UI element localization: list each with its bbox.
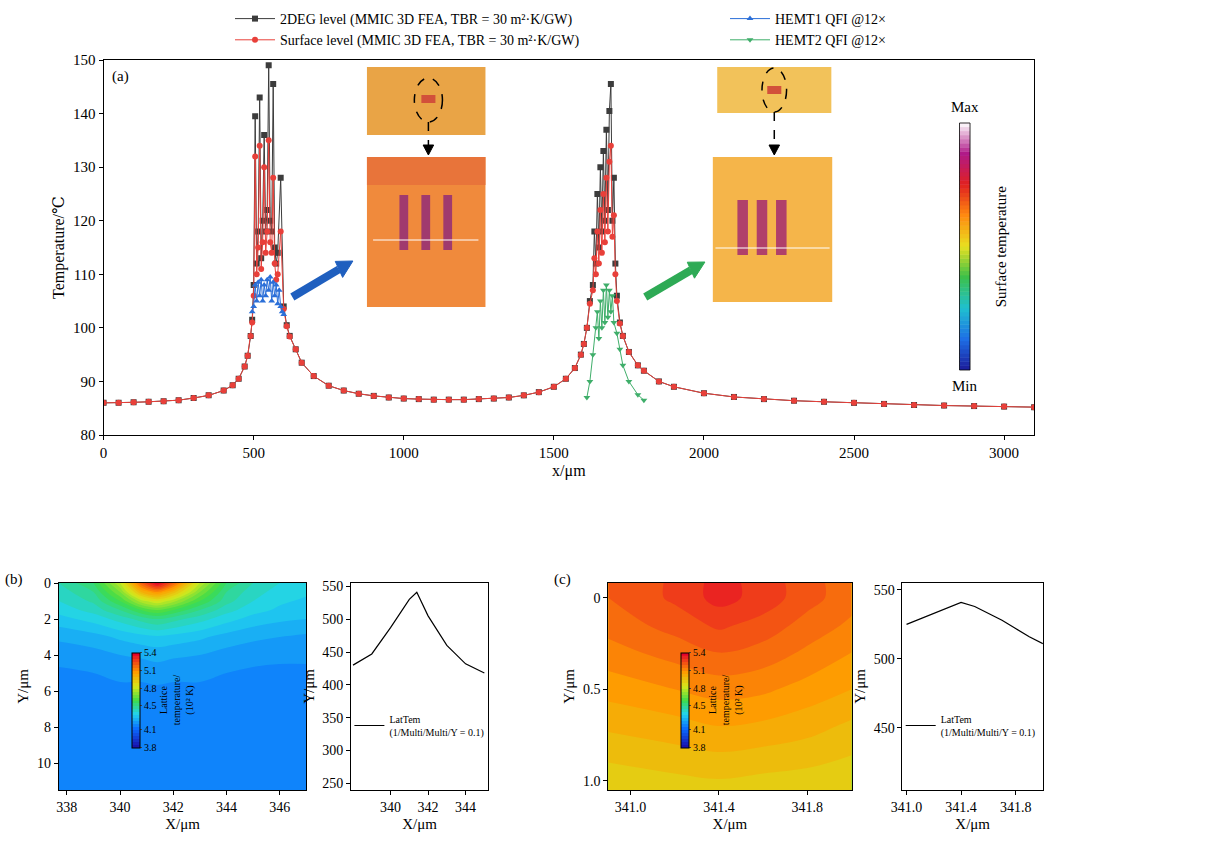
svg-text:344: 344 xyxy=(216,800,237,815)
svg-text:Y/μm: Y/μm xyxy=(301,669,317,704)
svg-text:500: 500 xyxy=(242,445,265,461)
svg-text:x/μm: x/μm xyxy=(552,462,586,480)
svg-text:346: 346 xyxy=(269,800,290,815)
svg-text:80: 80 xyxy=(81,427,96,443)
svg-text:X/μm: X/μm xyxy=(402,816,437,832)
svg-text:Temperature/℃: Temperature/℃ xyxy=(50,196,68,299)
svg-text:4.5: 4.5 xyxy=(144,700,157,711)
svg-text:500: 500 xyxy=(874,652,895,667)
svg-text:5.4: 5.4 xyxy=(693,647,706,658)
svg-text:450: 450 xyxy=(874,721,895,736)
svg-text:3.8: 3.8 xyxy=(144,742,157,753)
svg-text:Latticetemperature/(10² K): Latticetemperature/(10² K) xyxy=(158,675,196,726)
svg-text:0: 0 xyxy=(44,576,51,591)
svg-text:550: 550 xyxy=(874,583,895,598)
svg-text:5.1: 5.1 xyxy=(693,665,706,676)
svg-text:0: 0 xyxy=(100,445,108,461)
svg-text:341.4: 341.4 xyxy=(703,800,735,815)
svg-text:2500: 2500 xyxy=(839,445,869,461)
svg-text:120: 120 xyxy=(73,213,96,229)
svg-text:341.0: 341.0 xyxy=(615,800,647,815)
svg-text:HEMT2 QFI @12×: HEMT2 QFI @12× xyxy=(775,33,886,48)
svg-text:342: 342 xyxy=(418,800,439,815)
svg-text:0: 0 xyxy=(594,591,601,606)
svg-text:140: 140 xyxy=(73,106,96,122)
svg-text:X/μm: X/μm xyxy=(955,816,990,832)
svg-text:4.8: 4.8 xyxy=(144,683,157,694)
svg-text:X/μm: X/μm xyxy=(165,816,200,832)
svg-text:344: 344 xyxy=(455,800,476,815)
svg-text:340: 340 xyxy=(110,800,131,815)
svg-text:150: 150 xyxy=(73,52,96,68)
svg-text:(a): (a) xyxy=(112,68,129,85)
svg-text:Y/μm: Y/μm xyxy=(15,669,31,704)
svg-text:Max: Max xyxy=(951,99,979,115)
svg-text:Latticetemperature/(10² K): Latticetemperature/(10² K) xyxy=(707,675,745,726)
svg-text:10: 10 xyxy=(37,756,51,771)
svg-text:342: 342 xyxy=(163,800,184,815)
svg-text:5.1: 5.1 xyxy=(144,665,157,676)
svg-text:(c): (c) xyxy=(554,571,571,588)
svg-text:300: 300 xyxy=(322,743,343,758)
svg-text:HEMT1 QFI @12×: HEMT1 QFI @12× xyxy=(775,12,886,27)
svg-text:1000: 1000 xyxy=(389,445,419,461)
svg-text:Y/μm: Y/μm xyxy=(561,669,577,704)
svg-text:341.8: 341.8 xyxy=(792,800,824,815)
svg-text:0.5: 0.5 xyxy=(583,682,601,697)
svg-text:1.0: 1.0 xyxy=(583,774,601,789)
svg-text:Surface temperature: Surface temperature xyxy=(993,186,1009,308)
svg-text:550: 550 xyxy=(322,579,343,594)
svg-text:(b): (b) xyxy=(5,571,23,588)
svg-text:500: 500 xyxy=(322,612,343,627)
svg-text:110: 110 xyxy=(74,267,96,283)
svg-text:250: 250 xyxy=(322,776,343,791)
svg-text:Surface level (MMIC 3D FEA, TB: Surface level (MMIC 3D FEA, TBR = 30 m²·… xyxy=(280,33,580,49)
svg-text:1500: 1500 xyxy=(539,445,569,461)
svg-text:LatTem(1/Multi/Multi/Y = 0.1): LatTem(1/Multi/Multi/Y = 0.1) xyxy=(941,714,1035,739)
svg-text:341.4: 341.4 xyxy=(945,800,977,815)
svg-text:4.5: 4.5 xyxy=(693,700,706,711)
svg-text:341.0: 341.0 xyxy=(891,800,923,815)
svg-text:4: 4 xyxy=(44,648,51,663)
svg-text:2000: 2000 xyxy=(689,445,719,461)
svg-text:LatTem(1/Multi/Multi/Y = 0.1): LatTem(1/Multi/Multi/Y = 0.1) xyxy=(389,714,483,739)
svg-text:341.8: 341.8 xyxy=(1000,800,1032,815)
svg-text:5.4: 5.4 xyxy=(144,647,157,658)
svg-text:2: 2 xyxy=(44,612,51,627)
svg-text:350: 350 xyxy=(322,711,343,726)
svg-text:4.1: 4.1 xyxy=(144,724,157,735)
svg-text:Y/μm: Y/μm xyxy=(852,669,868,704)
svg-text:X/μm: X/μm xyxy=(713,816,748,832)
svg-text:2DEG level (MMIC 3D FEA, TBR =: 2DEG level (MMIC 3D FEA, TBR = 30 m²·K/G… xyxy=(280,12,573,28)
svg-text:6: 6 xyxy=(44,684,51,699)
svg-text:450: 450 xyxy=(322,645,343,660)
svg-text:3000: 3000 xyxy=(989,445,1019,461)
svg-text:340: 340 xyxy=(380,800,401,815)
svg-text:4.8: 4.8 xyxy=(693,683,706,694)
svg-text:100: 100 xyxy=(73,320,96,336)
svg-text:400: 400 xyxy=(322,678,343,693)
svg-text:90: 90 xyxy=(81,374,96,390)
svg-text:Min: Min xyxy=(952,378,978,394)
svg-text:130: 130 xyxy=(73,159,96,175)
svg-text:3.8: 3.8 xyxy=(693,742,706,753)
svg-text:338: 338 xyxy=(56,800,77,815)
svg-text:4.1: 4.1 xyxy=(693,724,706,735)
svg-text:8: 8 xyxy=(44,720,51,735)
